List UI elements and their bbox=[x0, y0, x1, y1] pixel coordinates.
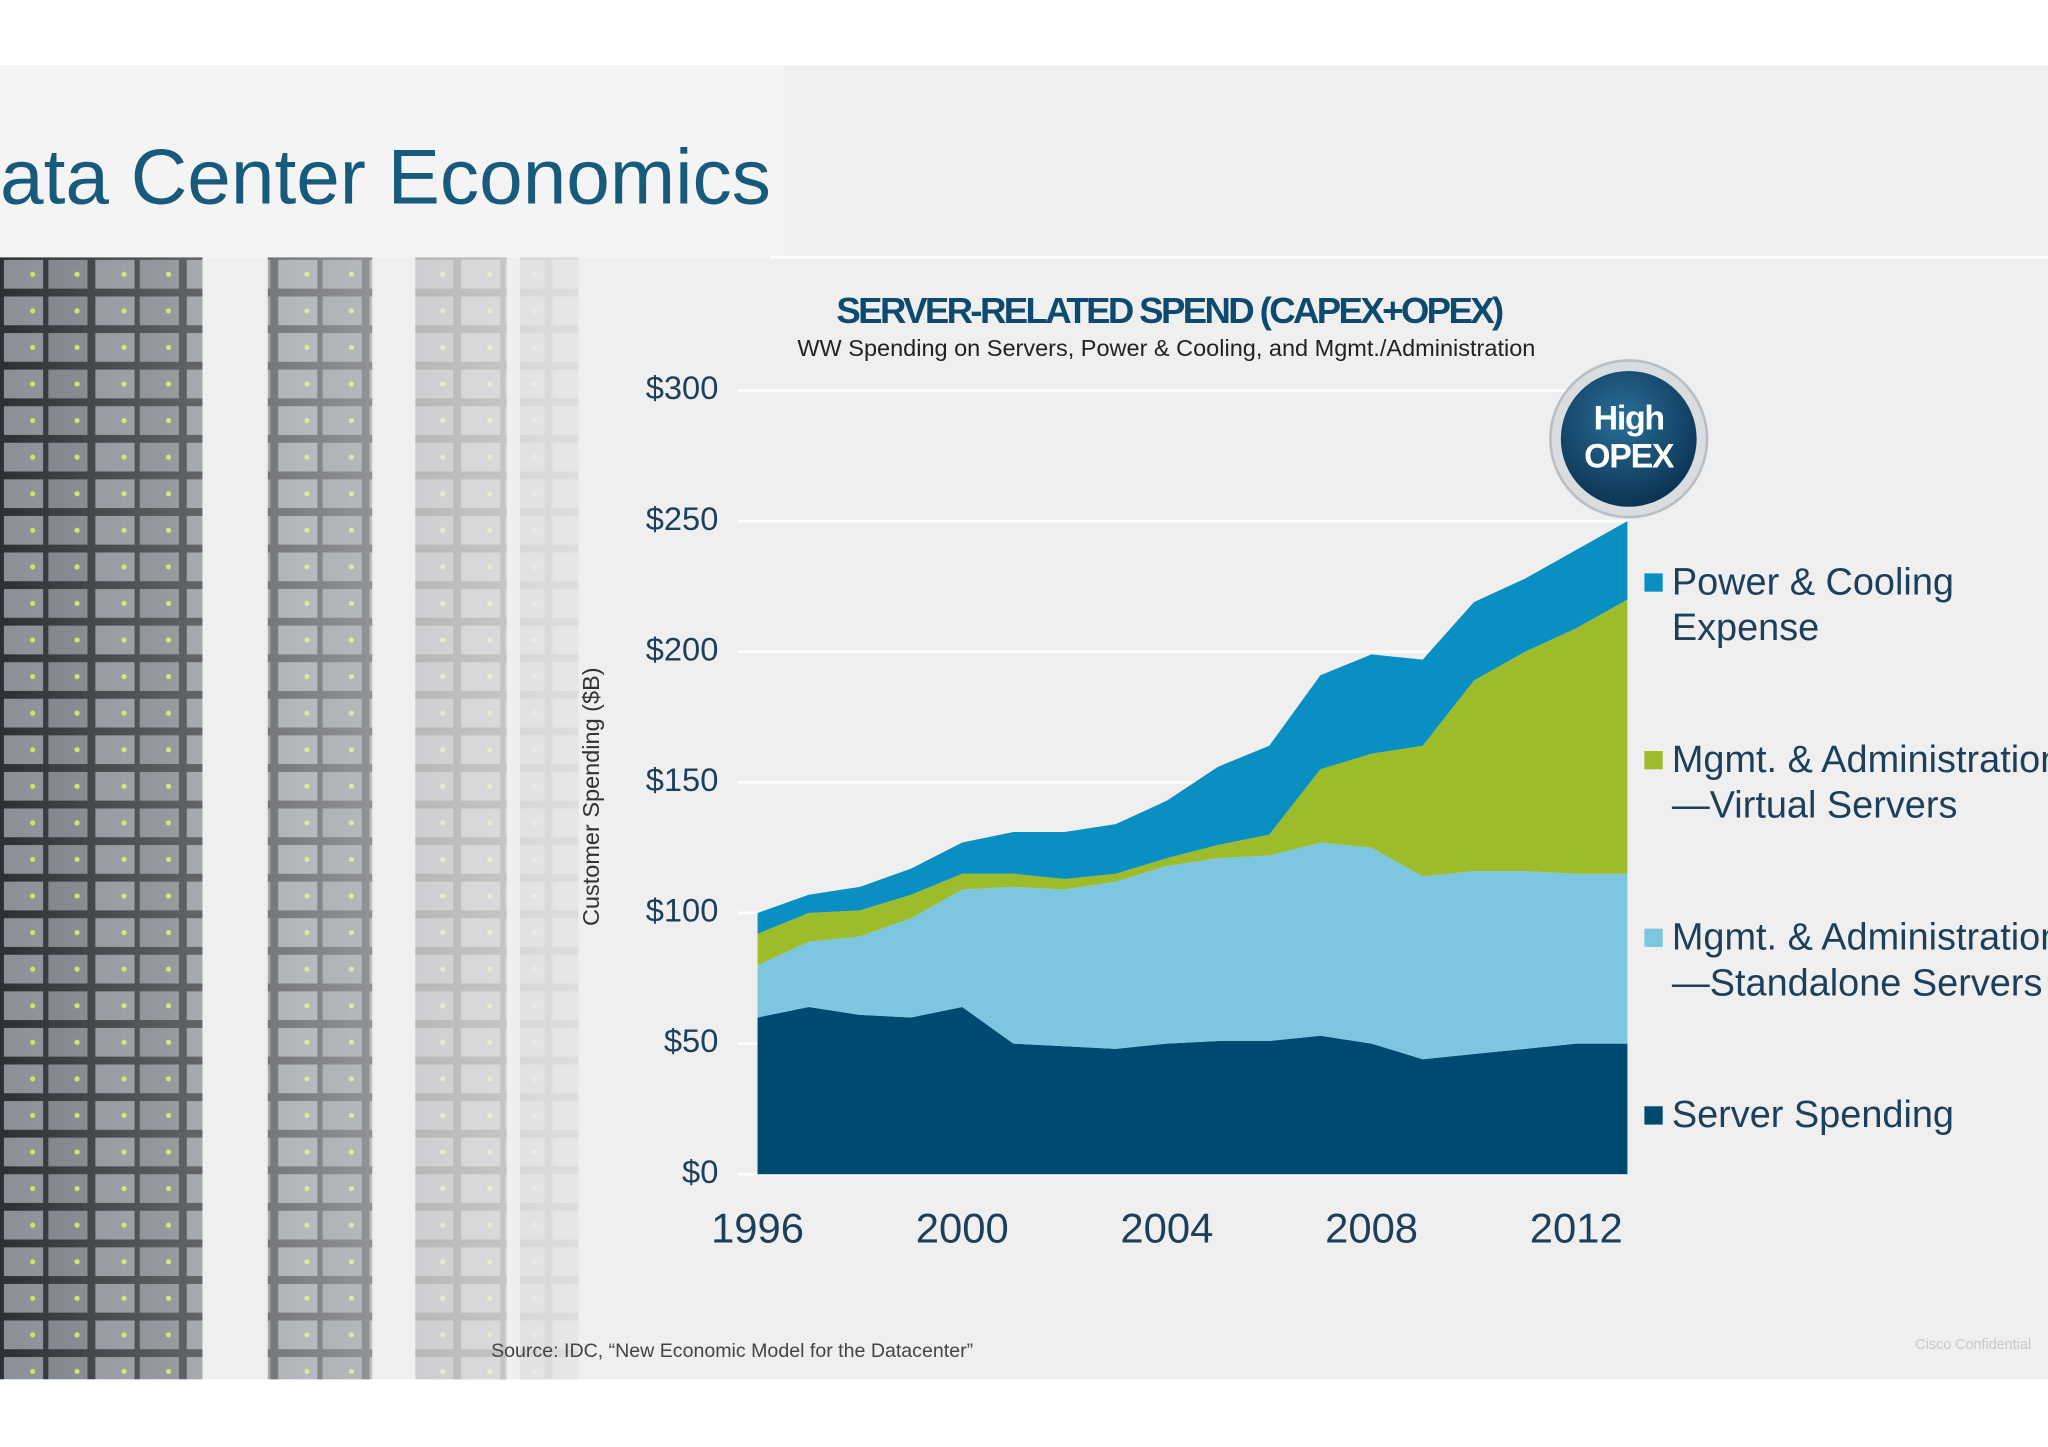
x-tick-label: 2012 bbox=[1530, 1205, 1623, 1252]
y-tick-label: $50 bbox=[664, 1022, 718, 1059]
y-axis-label: Customer Spending ($B) bbox=[578, 667, 604, 926]
x-tick-label: 2000 bbox=[916, 1205, 1009, 1252]
title-band bbox=[0, 65, 784, 258]
legend-swatch bbox=[1644, 1106, 1663, 1125]
area bbox=[757, 1007, 1628, 1175]
fade bbox=[0, 257, 784, 1380]
y-tick-label: $200 bbox=[646, 630, 719, 667]
annotation-line: High bbox=[1594, 400, 1664, 438]
x-tick-label: 2004 bbox=[1120, 1205, 1213, 1252]
legend-swatch bbox=[1644, 751, 1663, 770]
chart-title: SERVER-RELATED SPEND (CAPEX+OPEX) bbox=[836, 290, 1503, 331]
legend-swatch bbox=[1644, 928, 1663, 947]
source: Source: IDC, “New Economic Model for the… bbox=[491, 1340, 973, 1362]
legend-swatch bbox=[1644, 573, 1663, 592]
y-tick-label: $0 bbox=[682, 1153, 718, 1190]
x-tick-label: 2008 bbox=[1325, 1205, 1418, 1252]
footer: Cisco Confidential bbox=[1915, 1337, 2031, 1353]
legend-label: Power & Cooling Expense bbox=[1671, 561, 1954, 650]
area bbox=[757, 521, 1628, 934]
y-tick-label: $100 bbox=[646, 892, 719, 929]
badge bbox=[1560, 370, 1697, 507]
legend-label: Mgmt. & Administration —Standalone Serve… bbox=[1671, 916, 2048, 1005]
y-tick-label: $150 bbox=[646, 761, 719, 798]
y-tick-label: $250 bbox=[646, 500, 719, 537]
annotation: High OPEX bbox=[1584, 400, 1675, 476]
y-tick-label: $300 bbox=[646, 369, 719, 406]
legend-label: Mgmt. & Administration —Virtual Servers bbox=[1671, 739, 2048, 827]
chart-subtitle: WW Spending on Servers, Power & Cooling,… bbox=[797, 335, 1535, 361]
area bbox=[757, 842, 1628, 1060]
slide-title: ata Center Economics bbox=[0, 133, 771, 221]
legend-label: Server Spending bbox=[1671, 1094, 1954, 1137]
x-tick-label: 1996 bbox=[711, 1205, 804, 1252]
annotation-line: OPEX bbox=[1584, 437, 1675, 475]
